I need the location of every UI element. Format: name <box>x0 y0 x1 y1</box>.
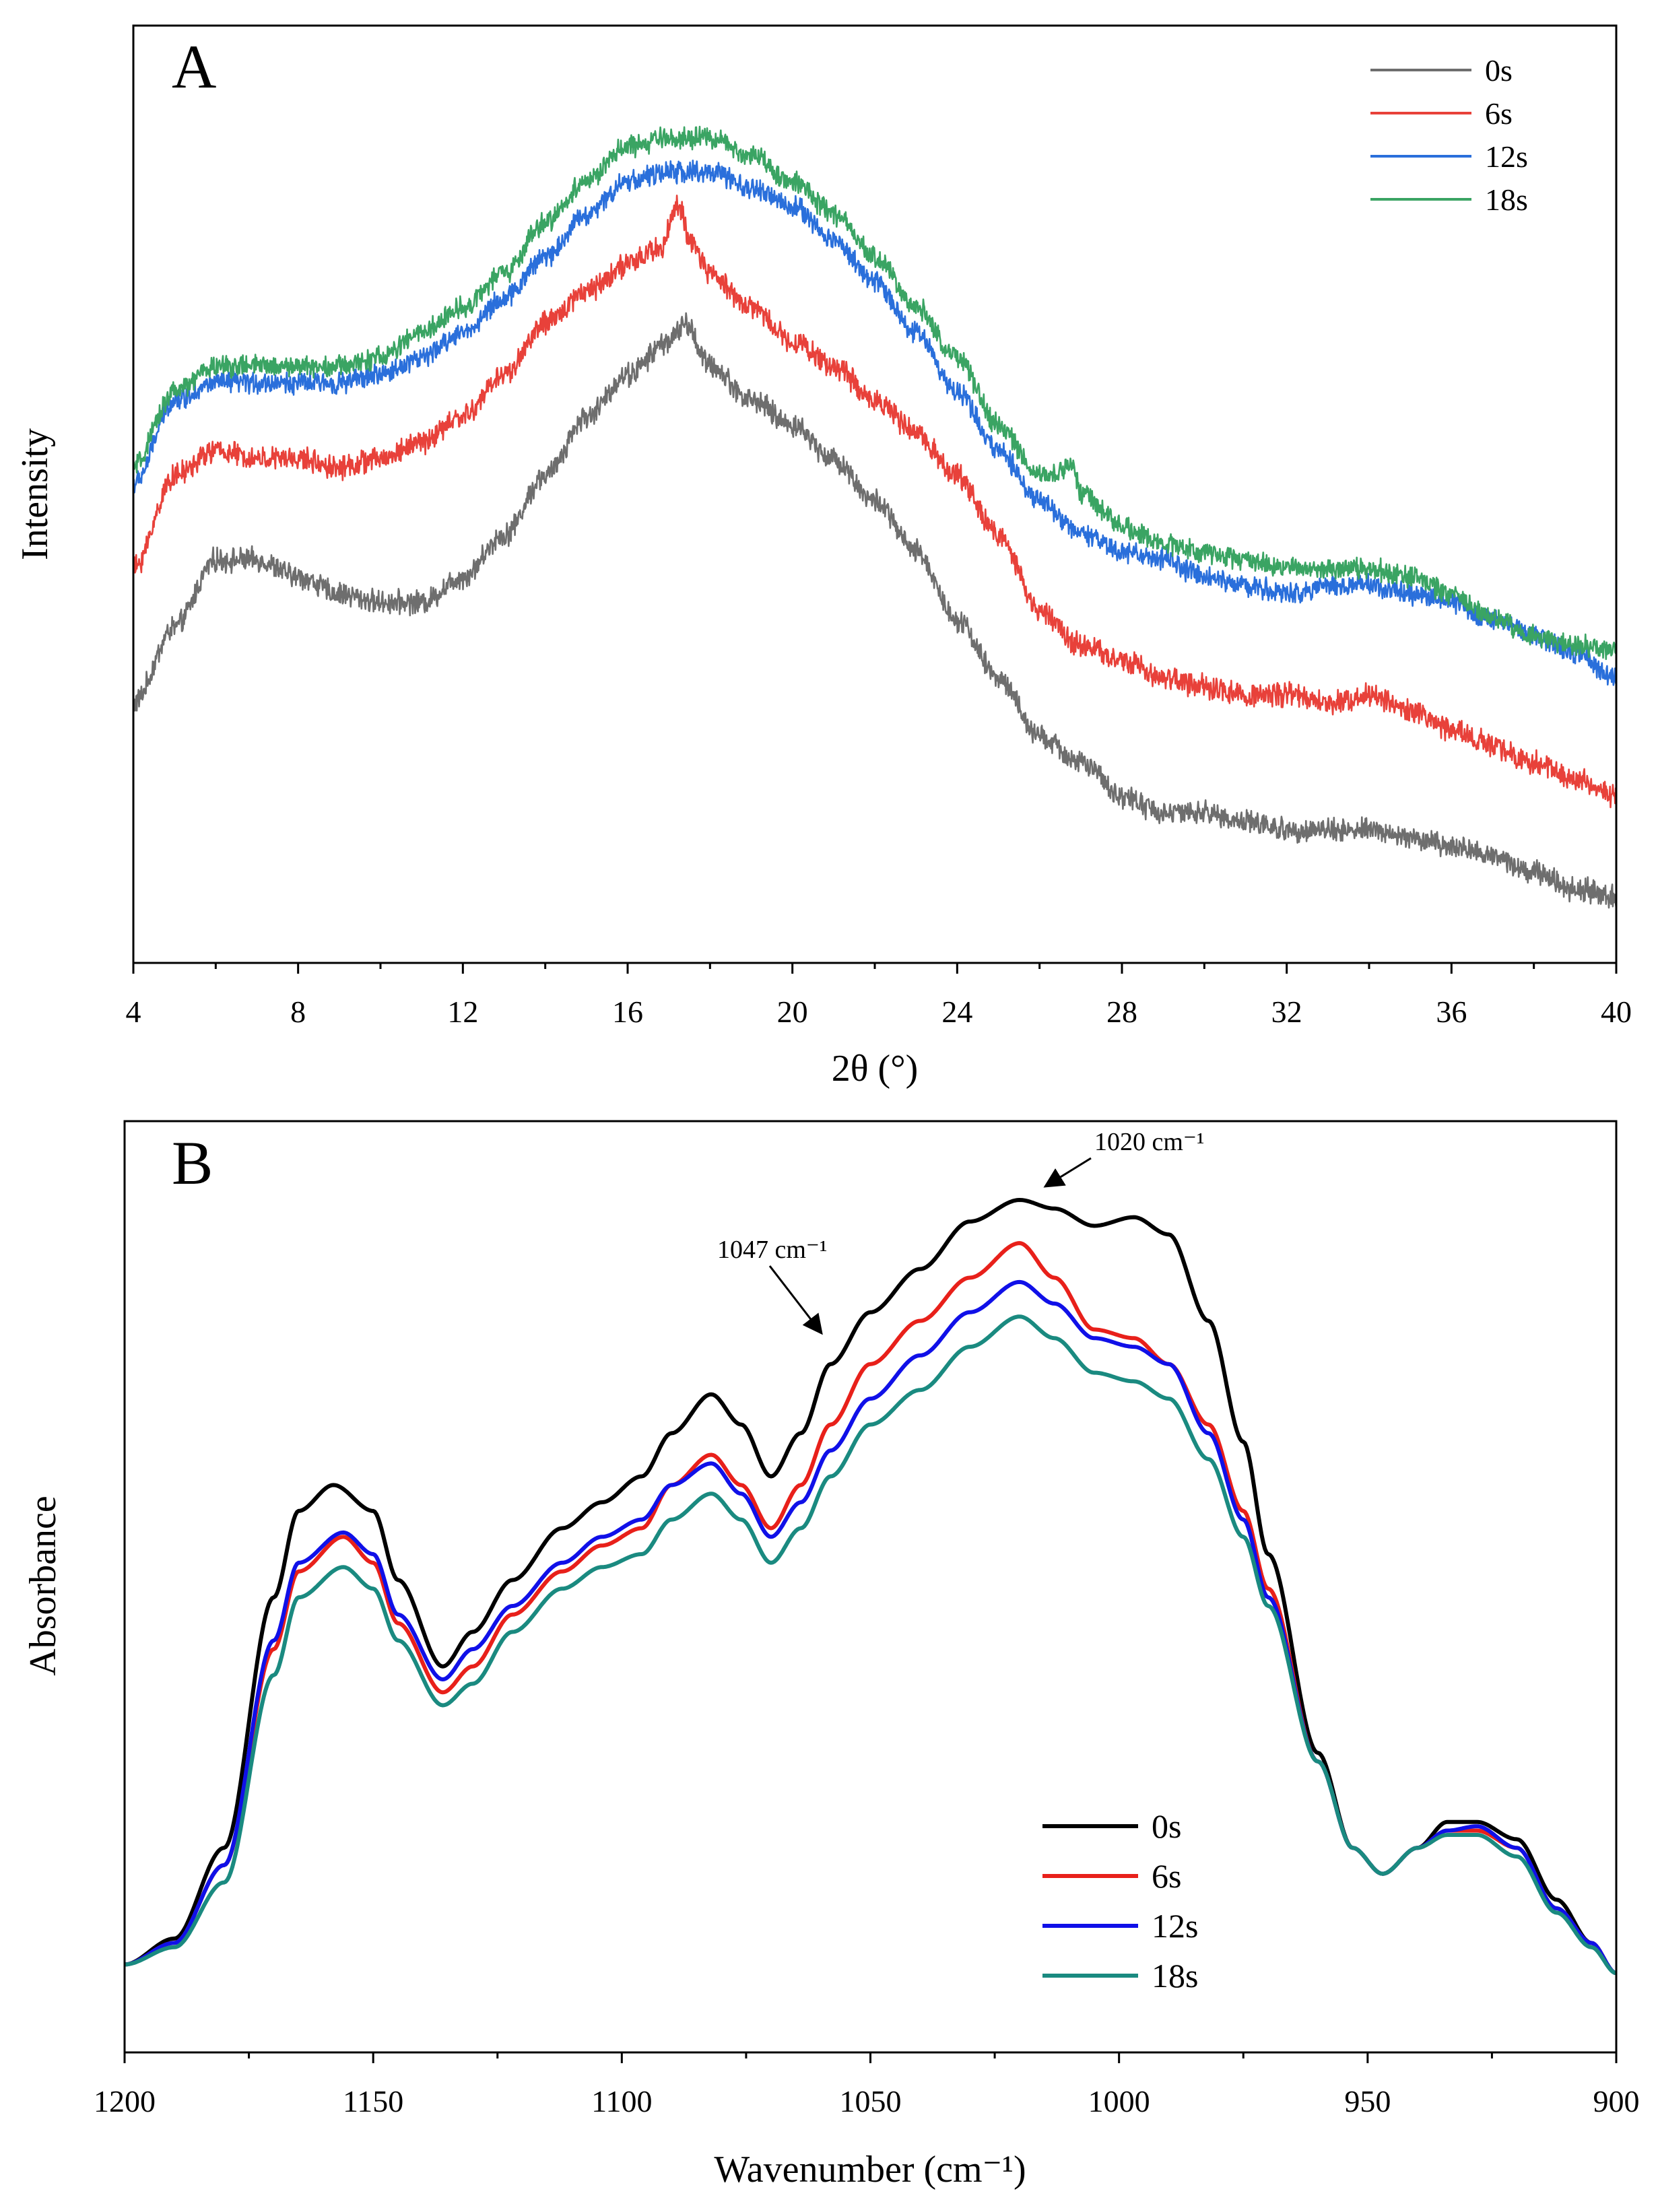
legend-label-6s: 6s <box>1152 1857 1181 1895</box>
legend-label-12s: 12s <box>1485 139 1528 174</box>
panel-b-x-tick-label: 1050 <box>840 2084 902 2118</box>
panel-a-x-axis-title: 2θ (°) <box>832 1048 919 1090</box>
annotation-1047-arrow <box>768 1265 823 1335</box>
legend-label-0s: 0s <box>1485 53 1513 88</box>
legend-label-18s: 18s <box>1152 1957 1198 1995</box>
series-line-6s <box>132 194 1618 809</box>
panel-b-plot-frame <box>123 1120 1618 2054</box>
panel-b-x-tick-label: 950 <box>1344 2084 1391 2118</box>
panel-b-x-tick-label: 1150 <box>343 2084 403 2118</box>
panel-a-x-axis-ticks <box>132 963 1618 974</box>
panel-a-x-tick-label: 20 <box>777 995 808 1029</box>
legend-label-18s: 18s <box>1485 182 1528 217</box>
panel-a-x-tick-label: 16 <box>612 995 643 1029</box>
panel-a-plot-frame <box>132 24 1618 964</box>
panel-a-x-tick-label: 36 <box>1436 995 1467 1029</box>
panel-b-x-tick-label: 900 <box>1593 2084 1640 2118</box>
panel-b-x-tick-label: 1100 <box>591 2084 652 2118</box>
panel-a-x-tick-label: 24 <box>941 995 972 1029</box>
panel-a-series-group <box>132 125 1618 909</box>
panel-b-x-tick-label: 1000 <box>1088 2084 1150 2118</box>
panel-a-y-axis-title: Intensity <box>14 428 56 560</box>
panel-a-xrd-chart: A 4 8 12 16 20 24 28 32 36 40 2θ (°) Intensity 0s… <box>14 24 1632 1090</box>
annotation-1020-label: 1020 cm⁻¹ <box>1094 1128 1204 1156</box>
legend-label-12s: 12s <box>1152 1907 1198 1945</box>
panel-a-x-axis-tick-labels: 4 8 12 16 20 24 28 32 36 40 <box>126 995 1632 1029</box>
panel-b-ftir-chart: B 1200 1150 1100 1050 1000 950 900 Wavenumber … <box>22 1120 1640 2190</box>
panel-a-x-tick-label: 32 <box>1271 995 1302 1029</box>
series-line-18s <box>132 125 1618 661</box>
series-line-12s <box>132 160 1618 686</box>
series-line-0s <box>124 1198 1617 1976</box>
panel-a-x-tick-label: 40 <box>1601 995 1632 1029</box>
panel-a-x-tick-label: 12 <box>447 995 478 1029</box>
panel-b-x-tick-label: 1200 <box>94 2084 156 2118</box>
panel-a-legend: 0s 6s 12s 18s <box>1370 53 1528 217</box>
series-line-6s <box>124 1241 1617 1976</box>
panel-b-x-axis-ticks <box>123 2052 1618 2063</box>
panel-a-x-tick-label: 4 <box>126 995 141 1029</box>
panel-a-letter: A <box>172 32 216 101</box>
panel-a-x-tick-label: 8 <box>290 995 306 1029</box>
series-line-0s <box>132 312 1618 909</box>
series-line-18s <box>124 1314 1617 1976</box>
panel-b-legend: 0s 6s 12s 18s <box>1042 1807 1198 1995</box>
legend-label-6s: 6s <box>1485 96 1513 131</box>
legend-label-0s: 0s <box>1152 1807 1181 1845</box>
panel-b-letter: B <box>172 1129 213 1197</box>
panel-b-annotations: 1020 cm⁻¹ 1047 cm⁻¹ <box>717 1128 1204 1335</box>
panel-b-y-axis-title: Absorbance <box>22 1496 64 1675</box>
panel-b-x-axis-title: Wavenumber (cm⁻¹) <box>714 2149 1026 2190</box>
panel-a-x-tick-label: 28 <box>1106 995 1137 1029</box>
panel-b-series-group <box>124 1198 1617 1976</box>
annotation-1047-label: 1047 cm⁻¹ <box>717 1236 827 1264</box>
panel-b-x-axis-tick-labels: 1200 1150 1100 1050 1000 950 900 <box>94 2084 1640 2118</box>
annotation-1020-arrow <box>1043 1157 1092 1188</box>
